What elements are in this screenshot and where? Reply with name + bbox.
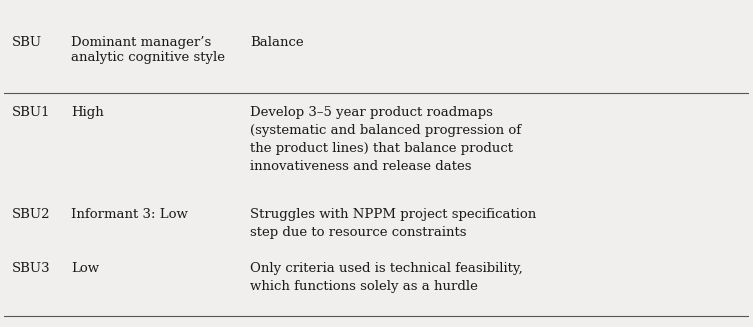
Text: SBU2: SBU2 — [11, 208, 50, 221]
Text: SBU: SBU — [11, 36, 41, 49]
Text: Low: Low — [72, 262, 99, 275]
Text: Develop 3–5 year product roadmaps
(systematic and balanced progression of
the pr: Develop 3–5 year product roadmaps (syste… — [250, 106, 521, 173]
Text: SBU1: SBU1 — [11, 106, 50, 119]
Text: High: High — [72, 106, 104, 119]
Text: Informant 3: Low: Informant 3: Low — [72, 208, 188, 221]
Text: Struggles with NPPM project specification
step due to resource constraints: Struggles with NPPM project specificatio… — [250, 208, 536, 239]
Text: SBU3: SBU3 — [11, 262, 50, 275]
Text: Only criteria used is technical feasibility,
which functions solely as a hurdle: Only criteria used is technical feasibil… — [250, 262, 523, 293]
Text: Dominant manager’s
analytic cognitive style: Dominant manager’s analytic cognitive st… — [72, 36, 225, 64]
Text: Balance: Balance — [250, 36, 303, 49]
